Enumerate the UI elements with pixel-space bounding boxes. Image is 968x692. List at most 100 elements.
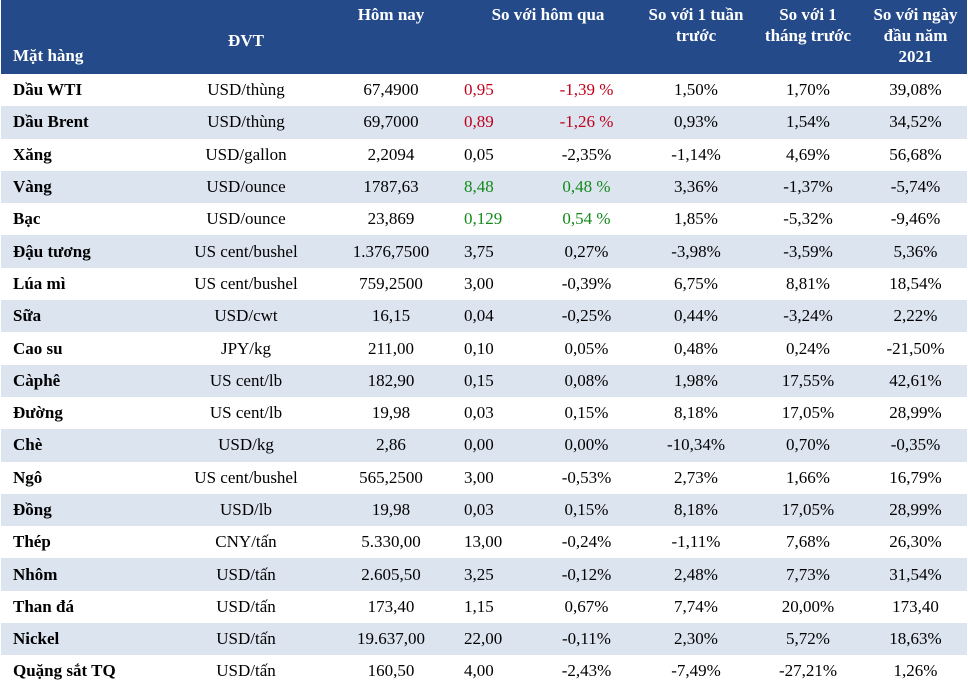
cell-change: 13,00: [464, 532, 503, 552]
cell-vs-year-start: -0,35%: [890, 435, 941, 455]
cell-change: 0,95: [464, 80, 494, 100]
cell-change-pct: 0,27%: [564, 241, 609, 261]
cell-unit: CNY/tấn: [215, 532, 277, 552]
cell-unit: US cent/lb: [209, 370, 283, 390]
cell-today: 2.605,50: [361, 564, 421, 584]
table-row: Thép CNY/tấn 5.330,00 13,00 -0,24% -1,11% 7,68…: [1, 526, 967, 558]
cell-unit: US cent/bushel: [194, 467, 298, 487]
cell-vs-week: -7,49%: [671, 661, 721, 681]
table-row: Ngô US cent/bushel 565,2500 3,00 -0,53% 2,73%…: [1, 462, 967, 494]
cell-change-pct: 0,54 %: [562, 209, 611, 229]
cell-change: 3,75: [464, 241, 494, 261]
cell-today: 23,869: [367, 209, 415, 229]
cell-item: Dầu Brent: [13, 112, 89, 132]
table-row: Dầu WTI USD/thùng 67,4900 0,95 -1,39 % 1,50% 1…: [1, 74, 967, 106]
cell-unit: JPY/kg: [220, 338, 272, 358]
cell-vs-week: 0,48%: [674, 338, 718, 358]
cell-change-pct: 0,67%: [564, 596, 609, 616]
cell-vs-month: -3,59%: [783, 241, 833, 261]
cell-vs-year-start: 26,30%: [889, 532, 942, 552]
cell-unit: US cent/lb: [209, 403, 283, 423]
cell-vs-year-start: 56,68%: [889, 144, 942, 164]
cell-change-pct: -0,11%: [562, 629, 611, 649]
cell-change-pct: 0,15%: [564, 500, 609, 519]
cell-item: Lúa mì: [13, 273, 66, 293]
cell-today: 67,4900: [363, 80, 419, 100]
cell-change: 3,25: [464, 564, 494, 584]
cell-today: 19,98: [371, 500, 411, 519]
cell-vs-year-start: 2,22%: [893, 306, 938, 326]
header-vs-year-start: So với ngày đầu năm 2021: [873, 5, 958, 66]
cell-today: 759,2500: [359, 273, 423, 293]
cell-change-pct: 0,00%: [564, 435, 609, 455]
cell-change: 0,89: [464, 112, 494, 132]
cell-change: 0,129: [464, 209, 503, 229]
cell-unit: US cent/bushel: [194, 241, 298, 261]
table-row: Nhôm USD/tấn 2.605,50 3,25 -0,12% 2,48% 7,73% 3…: [1, 558, 967, 591]
cell-vs-week: -3,98%: [671, 241, 721, 261]
cell-item: Bạc: [13, 209, 41, 229]
cell-today: 1.376,7500: [352, 241, 430, 261]
cell-today: 69,7000: [363, 112, 419, 132]
cell-vs-week: -1,14%: [671, 144, 721, 164]
cell-vs-month: 4,69%: [786, 144, 830, 164]
table-row: Bạc USD/ounce 23,869 0,129 0,54 % 1,85% -5,32%…: [1, 203, 967, 235]
cell-vs-month: 1,70%: [786, 80, 830, 100]
cell-vs-month: 7,73%: [786, 564, 830, 584]
cell-vs-month: 17,55%: [781, 370, 835, 390]
cell-today: 19.637,00: [357, 629, 425, 649]
cell-today: 5.330,00: [361, 532, 421, 552]
cell-vs-week: -10,34%: [666, 435, 726, 455]
cell-vs-year-start: 16,79%: [889, 467, 942, 487]
cell-vs-year-start: 173,40: [892, 596, 939, 616]
cell-today: 173,40: [367, 596, 415, 616]
cell-vs-year-start: 42,61%: [889, 370, 942, 390]
cell-vs-week: 8,18%: [674, 403, 718, 423]
cell-change: 3,00: [464, 273, 494, 293]
cell-vs-year-start: 18,54%: [889, 273, 942, 293]
cell-today: 182,90: [367, 370, 415, 390]
cell-unit: USD/gallon: [205, 144, 287, 164]
cell-vs-week: -1,11%: [671, 532, 721, 552]
cell-unit: USD/lb: [220, 500, 272, 519]
cell-unit: USD/tấn: [216, 596, 276, 616]
cell-change: 0,00: [464, 435, 494, 455]
cell-unit: USD/thùng: [207, 112, 285, 132]
cell-today: 19,98: [371, 403, 411, 423]
cell-vs-month: 5,72%: [786, 629, 830, 649]
table-row: Nickel USD/tấn 19.637,00 22,00 -0,11% 2,30% 5,…: [1, 623, 967, 656]
cell-change: 1,15: [464, 596, 494, 616]
cell-today: 2,2094: [367, 144, 415, 164]
cell-unit: USD/thùng: [207, 80, 285, 100]
cell-change: 22,00: [464, 629, 503, 649]
cell-change-pct: -0,12%: [561, 564, 612, 584]
table-row: Đường US cent/lb 19,98 0,03 0,15% 8,18% 17,05%…: [1, 397, 967, 429]
cell-unit: USD/tấn: [216, 564, 276, 584]
cell-vs-year-start: 34,52%: [889, 112, 942, 132]
cell-unit: USD/ounce: [206, 177, 286, 197]
cell-change: 0,15: [464, 370, 494, 390]
cell-vs-week: 1,50%: [674, 80, 718, 100]
cell-vs-year-start: 28,99%: [889, 403, 942, 423]
cell-today: 1787,63: [363, 177, 419, 197]
cell-change: 4,00: [464, 661, 494, 681]
table-row: Sữa USD/cwt 16,15 0,04 -0,25% 0,44% -3,24% 2,22…: [1, 300, 967, 333]
cell-item: Dầu WTI: [13, 80, 83, 100]
cell-vs-month: -3,24%: [783, 306, 833, 326]
cell-vs-month: 1,66%: [786, 467, 830, 487]
header-vs-yesterday: So với hôm qua: [491, 5, 605, 24]
cell-vs-week: 0,44%: [674, 306, 718, 326]
cell-vs-week: 6,75%: [674, 273, 718, 293]
table-row: Đậu tương US cent/bushel 1.376,7500 3,75 0,2…: [1, 235, 967, 268]
cell-item: Càphê: [13, 370, 61, 390]
cell-vs-week: 8,18%: [674, 500, 718, 519]
cell-change-pct: -1,39 %: [559, 80, 614, 100]
cell-item: Đồng: [13, 500, 52, 519]
table-row: Cao su JPY/kg 211,00 0,10 0,05% 0,48% 0,24% -21…: [1, 332, 967, 364]
cell-unit: USD/cwt: [214, 306, 278, 326]
cell-vs-month: 17,05%: [781, 500, 835, 519]
cell-item: Nickel: [13, 629, 60, 649]
cell-change-pct: -0,25%: [561, 306, 612, 326]
cell-change: 0,05: [464, 144, 494, 164]
